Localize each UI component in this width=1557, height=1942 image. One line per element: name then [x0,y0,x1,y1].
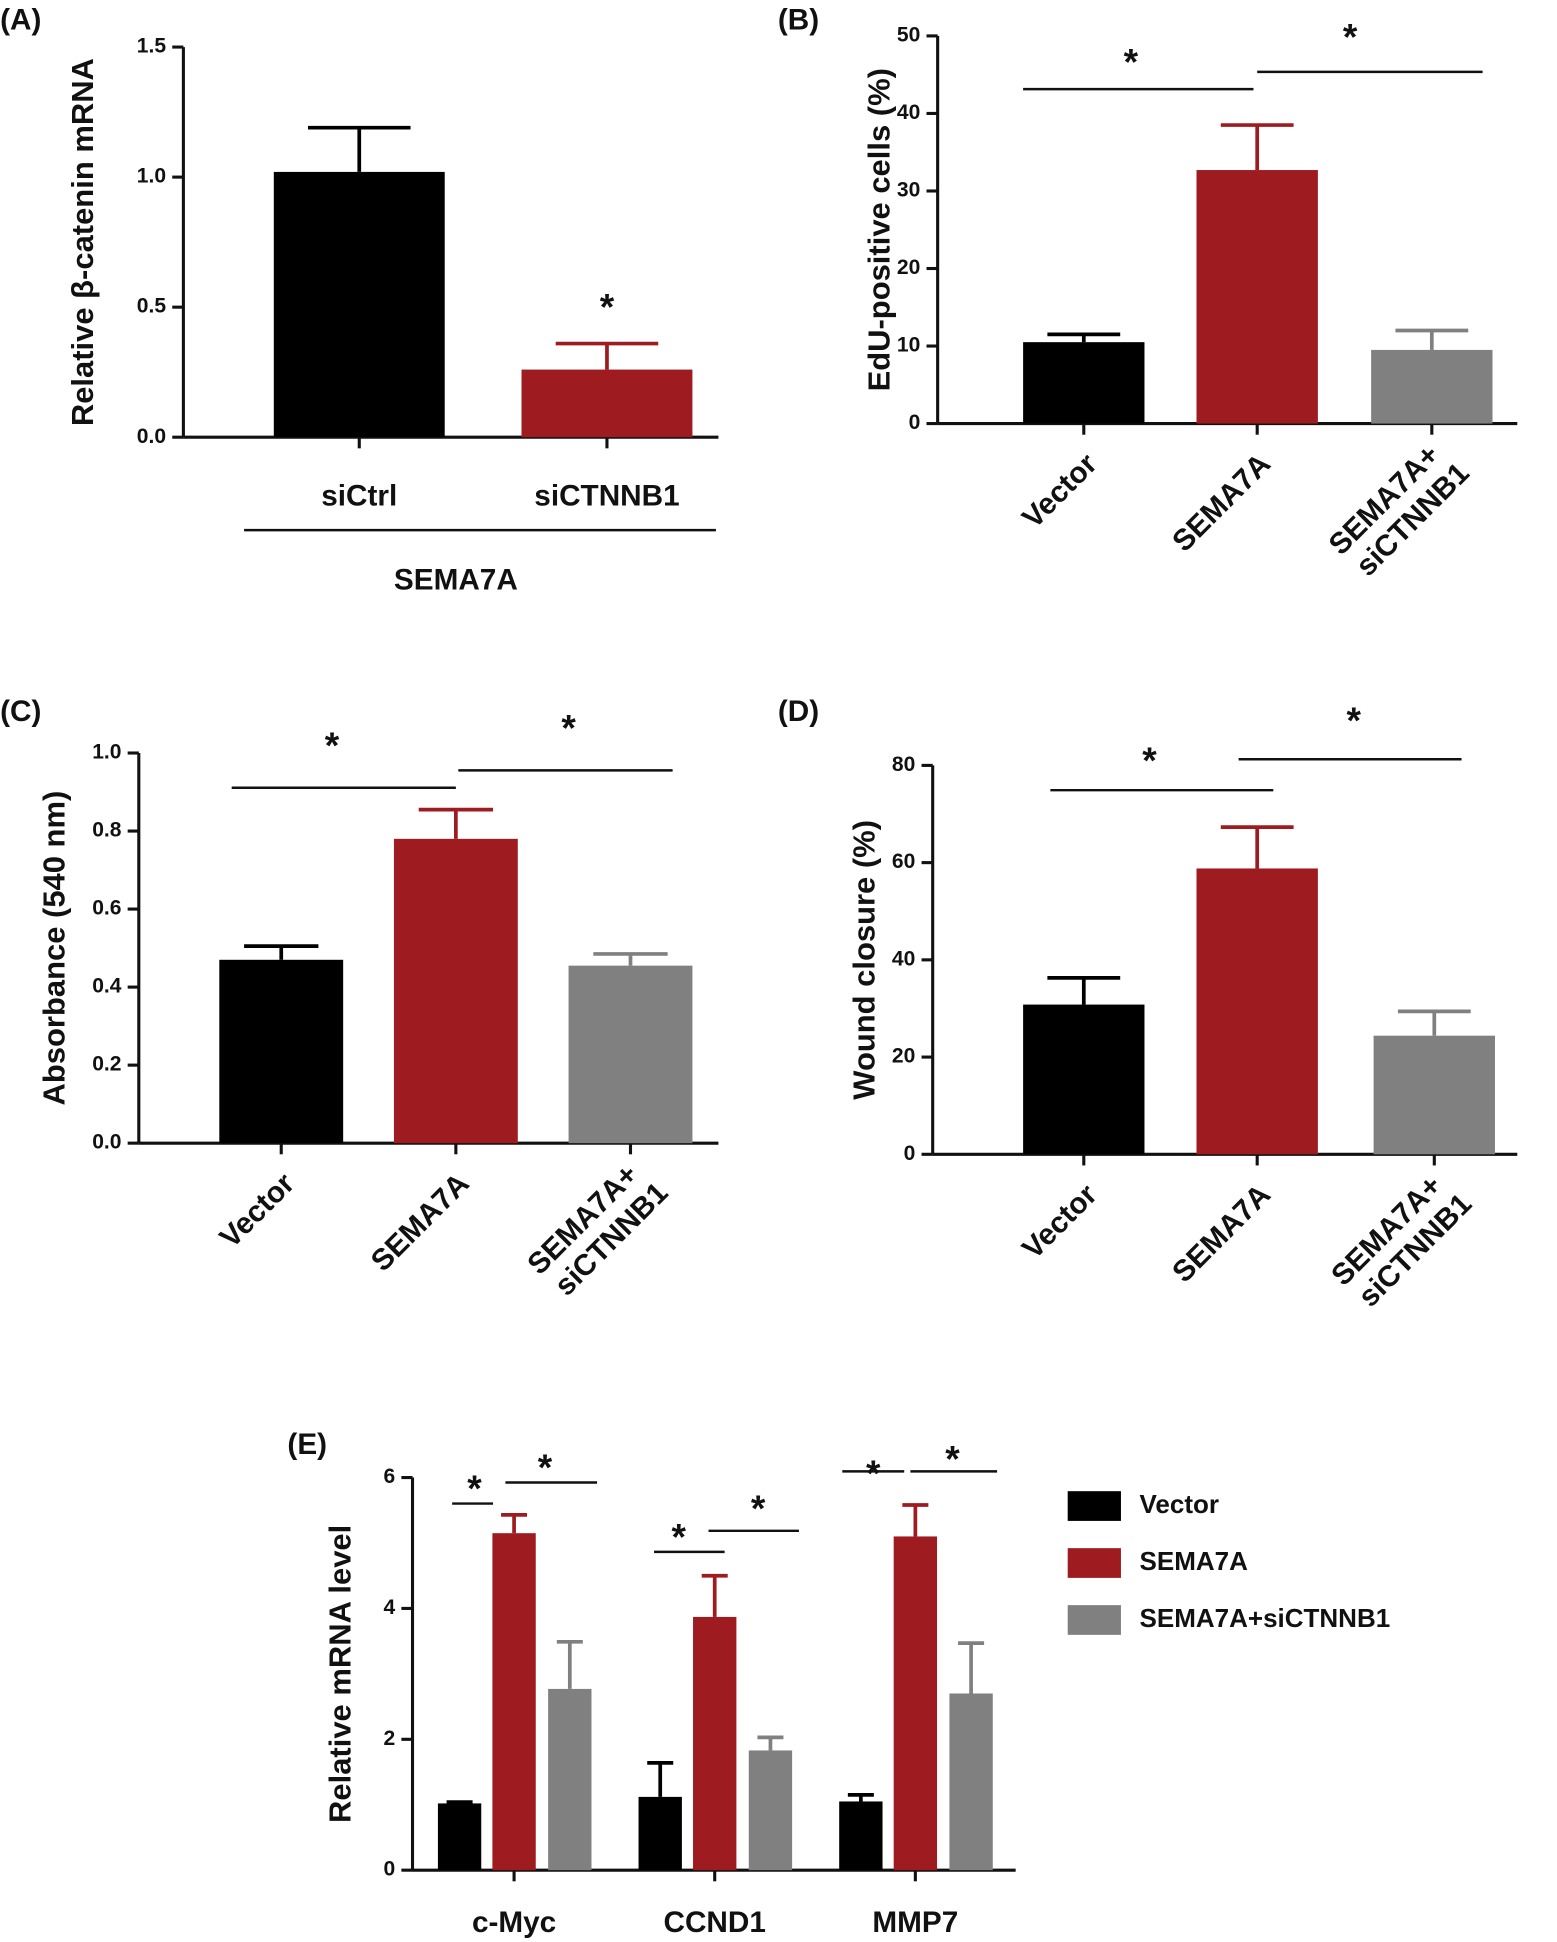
y-tick-label: 40 [897,101,920,124]
significance-star: * [1124,40,1139,82]
y-tick-label: 0.8 [92,819,122,842]
x-tick-label: Vector [213,1167,301,1255]
x-tick-label: Vector [1016,447,1104,535]
significance-star: * [1343,16,1358,58]
bar [693,1616,737,1871]
significance-star: * [866,1452,881,1494]
significance-star: * [1142,739,1157,781]
y-tick-label: 0.2 [92,1053,121,1076]
x-tick-label: c-Myc [472,1906,556,1939]
significance-star: * [672,1515,687,1557]
panel-label: (E) [287,1428,327,1461]
y-axis-label: Absorbance (540 nm) [36,791,71,1106]
x-tick-label: siCTNNB1 [534,479,679,512]
bar [548,1688,592,1871]
group-label: SEMA7A [394,564,518,597]
x-tick-label: SEMA7A [1166,1178,1277,1289]
significance-star: * [600,286,615,328]
y-tick-label: 2 [383,1727,395,1750]
panel-label: (D) [778,695,819,728]
bar [219,959,344,1144]
bar [393,838,518,1144]
legend-label: SEMA7A+siCTNNB1 [1140,1603,1391,1633]
y-tick-label: 0 [383,1858,395,1881]
y-tick-label: 50 [897,23,920,46]
y-tick-label: 40 [892,947,915,970]
y-axis-label: Wound closure (%) [846,820,881,1100]
y-tick-label: 0.6 [92,897,121,920]
y-tick-label: 0.4 [92,975,122,998]
x-tick-label: Vector [1016,1178,1104,1266]
y-tick-label: 1.5 [137,35,167,58]
significance-star: * [945,1437,960,1479]
y-tick-label: 0 [904,1142,916,1165]
y-tick-label: 80 [892,753,915,776]
bar [1196,170,1318,424]
x-tick-label: CCND1 [664,1906,766,1939]
bar [638,1796,682,1871]
significance-star: * [538,1446,553,1488]
panel-label: (B) [778,4,819,37]
bar [949,1693,993,1871]
bar [893,1536,938,1871]
bar [492,1533,536,1871]
legend-label: Vector [1140,1489,1220,1519]
legend-swatch [1067,1491,1121,1521]
x-tick-label: SEMA7A [365,1167,476,1278]
x-tick-label: MMP7 [872,1906,958,1939]
significance-star: * [1347,699,1362,741]
x-tick-label: siCtrl [321,479,397,512]
bar [1371,349,1493,424]
y-tick-label: 6 [383,1465,395,1488]
y-tick-label: 0.5 [137,295,167,318]
y-axis-label: EdU-positive cells (%) [861,68,896,391]
bar [273,171,445,438]
bar [437,1803,482,1871]
bar [521,369,693,438]
bar [1373,1035,1495,1155]
bar [839,1801,883,1871]
significance-star: * [561,707,576,749]
panel-label: (A) [0,4,41,37]
y-tick-label: 0 [909,411,921,434]
bar [1023,342,1145,424]
bar [1023,1004,1145,1155]
significance-star: * [467,1467,482,1509]
y-tick-label: 30 [897,179,920,202]
bar [568,965,693,1144]
x-tick-label: SEMA7A+ siCTNNB1 [1323,432,1476,585]
y-axis-label: Relative mRNA level [323,1525,358,1823]
legend-swatch [1067,1605,1121,1635]
bar [1196,868,1318,1155]
y-axis-label: Relative β-catenin mRNA [65,58,100,426]
y-tick-label: 4 [383,1596,395,1619]
y-tick-label: 1.0 [92,741,121,764]
y-tick-label: 1.0 [137,165,166,188]
x-tick-label: SEMA7A [1166,447,1277,558]
bar [748,1750,793,1871]
y-tick-label: 20 [892,1045,915,1068]
legend-swatch [1067,1548,1121,1578]
y-tick-label: 0.0 [137,425,166,448]
significance-star: * [751,1487,766,1529]
y-tick-label: 20 [897,256,920,279]
y-tick-label: 60 [892,850,915,873]
x-tick-label: SEMA7A+ siCTNNB1 [521,1152,674,1305]
y-tick-label: 0.0 [92,1131,121,1154]
legend-label: SEMA7A [1140,1546,1249,1576]
panel-label: (C) [0,695,41,728]
significance-star: * [325,724,340,766]
y-tick-label: 10 [897,334,920,357]
x-tick-label: SEMA7A+ siCTNNB1 [1325,1163,1478,1316]
